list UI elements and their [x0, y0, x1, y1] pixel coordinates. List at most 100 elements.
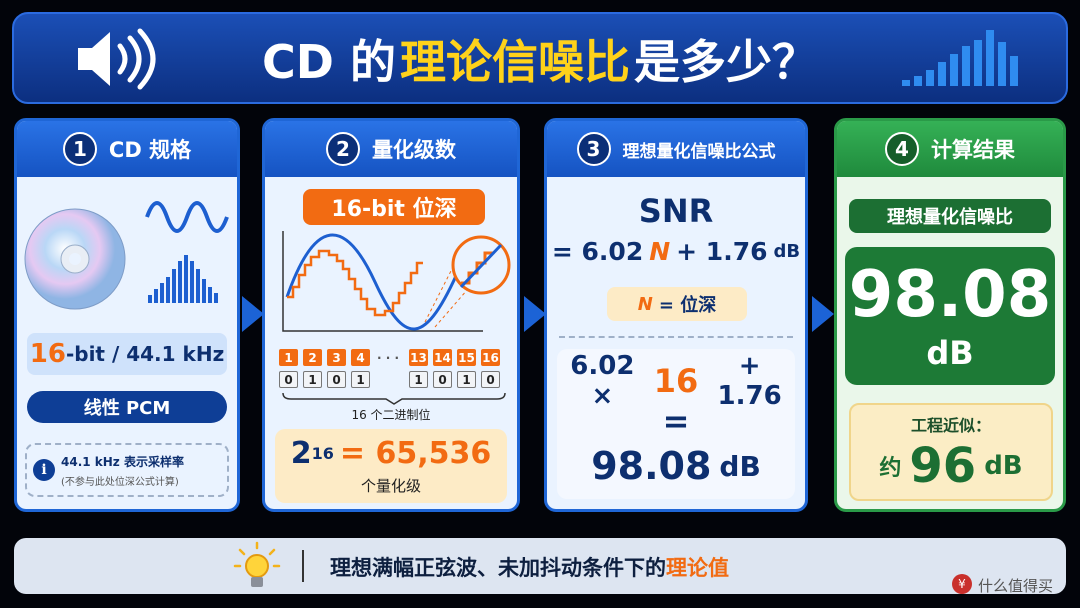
- calc-n: 16: [653, 362, 699, 400]
- result-box: 98.08 dB: [845, 247, 1055, 385]
- title: CD 的 理论信噪比 是多少？: [170, 20, 910, 98]
- graphic-rect: [148, 295, 152, 303]
- power-result: = 65,536: [339, 435, 492, 471]
- formula-unit: dB: [773, 240, 801, 262]
- calc-a: 6.02 ×: [570, 351, 635, 411]
- footer-text: 理想满幅正弦波、未加抖动条件下的理论值: [330, 552, 729, 582]
- quantization-plot: [282, 231, 511, 332]
- graphic-g: [233, 541, 281, 568]
- brace: [282, 392, 506, 405]
- bit-value: 0: [433, 371, 452, 388]
- panel-cd-spec: 1 CD 规格 16 -bit / 44.1 kHz 线性 PCM i 44.1 k…: [14, 118, 240, 512]
- variable-definition: N = 位深: [607, 287, 747, 321]
- graphic-circle: [245, 554, 269, 578]
- calc-line: 6.02 × 16 + 1.76: [557, 351, 795, 411]
- graphic-path: [282, 231, 483, 332]
- graphic-rect: [190, 261, 194, 303]
- panel-header: 3 理想量化信噪比公式: [547, 121, 805, 177]
- graphic-circle: [69, 253, 81, 265]
- title-prefix: CD 的: [262, 35, 396, 89]
- panel-title: 理想量化信噪比公式: [622, 141, 776, 162]
- bit-value: 1: [303, 371, 322, 388]
- graphic-rect: [196, 269, 200, 303]
- info-icon: i: [33, 459, 55, 481]
- graphic-path: [285, 233, 462, 331]
- result-line: 98.08 dB: [557, 443, 795, 489]
- approx-value: 96: [909, 438, 977, 494]
- spec-rest: -bit / 44.1 kHz: [65, 342, 225, 366]
- var-def-var: N: [637, 293, 653, 315]
- panel-header: 1 CD 规格: [17, 121, 237, 177]
- graphic-rect: [166, 277, 170, 303]
- bit-position: 1: [279, 349, 298, 366]
- panel-formula: 3 理想量化信噪比公式 SNR = 6.02 N + 1.76 dB N = 位深 6.0…: [544, 118, 808, 512]
- panel-title: CD 规格: [108, 138, 192, 162]
- graphic-rect: [926, 70, 934, 86]
- graphic-path: [459, 243, 503, 289]
- graphic-rect: [172, 269, 176, 303]
- watermark-logo: ¥: [952, 574, 972, 594]
- title-bar: [12, 12, 1068, 104]
- graphic-rect: [1010, 56, 1018, 86]
- step-number: 1: [62, 132, 97, 166]
- calc-box: 6.02 × 16 + 1.76 = 98.08 dB: [557, 349, 795, 499]
- approx-line: 约 96 dB: [851, 438, 1051, 494]
- graphic-rect: [251, 577, 263, 587]
- graphic-rect: [178, 261, 182, 303]
- bit-value: 1: [409, 371, 428, 388]
- approx-label: 工程近似：: [910, 416, 991, 435]
- divider: [559, 336, 793, 338]
- var-def-text: = 位深: [658, 295, 717, 316]
- result: 98.08: [591, 444, 712, 488]
- title-highlight: 理论信噪比: [399, 35, 630, 89]
- equals: =: [662, 402, 690, 440]
- bulb-icon: [233, 541, 281, 587]
- note: 44.1 kHz 表示采样率: [61, 455, 184, 469]
- bit-value: 0: [327, 371, 346, 388]
- power-base: 2: [290, 435, 312, 471]
- graphic-rect: [986, 30, 994, 86]
- arrow: [242, 296, 264, 332]
- watermark: 什么值得买: [978, 577, 1054, 595]
- formula-prefix: = 6.02: [551, 236, 644, 266]
- ellipsis: · · ·: [376, 350, 400, 365]
- panel-header: 4 计算结果: [837, 121, 1063, 177]
- bit-value: 1: [457, 371, 476, 388]
- graphic-rect: [202, 279, 206, 303]
- note-sub: (不参与此处位深公式计算): [61, 477, 179, 488]
- formula-var: N: [649, 236, 671, 266]
- footer-divider: [302, 550, 304, 582]
- graphic-rect: [962, 46, 970, 86]
- graphic-rect: [938, 62, 946, 86]
- arrow: [812, 296, 834, 332]
- graphic-path: [287, 249, 423, 317]
- bit-value: 0: [481, 371, 500, 388]
- graphic-path: [117, 28, 156, 90]
- arrow: [524, 296, 546, 332]
- result-subtitle: 理想量化信噪比: [849, 199, 1051, 233]
- formula-suffix: + 1.76: [676, 236, 768, 266]
- bit-position: 13: [409, 349, 428, 366]
- level-bars: [902, 30, 1018, 86]
- step-number: 3: [576, 132, 611, 166]
- calc-b: + 1.76: [717, 351, 782, 411]
- result-value: 98.08: [848, 258, 1052, 332]
- footer-bar: [14, 538, 1066, 594]
- formula: = 6.02 N + 1.76 dB: [547, 233, 805, 269]
- spec-bits: 16: [29, 339, 66, 369]
- bit-position: 16: [481, 349, 500, 366]
- panel-title: 量化级数: [372, 138, 456, 162]
- graphic-path: [233, 541, 281, 568]
- bit-depth-badge: 16-bit 位深: [303, 189, 485, 225]
- speaker-icon: [78, 28, 156, 90]
- power-exp: 16: [311, 443, 334, 463]
- graphic-rect: [998, 42, 1006, 86]
- levels-label: 个量化级: [360, 476, 421, 495]
- bit-position: 15: [457, 349, 476, 366]
- panel-title: 计算结果: [931, 138, 1015, 162]
- graphic-g: [902, 30, 1018, 86]
- cd-illustration: [24, 201, 229, 310]
